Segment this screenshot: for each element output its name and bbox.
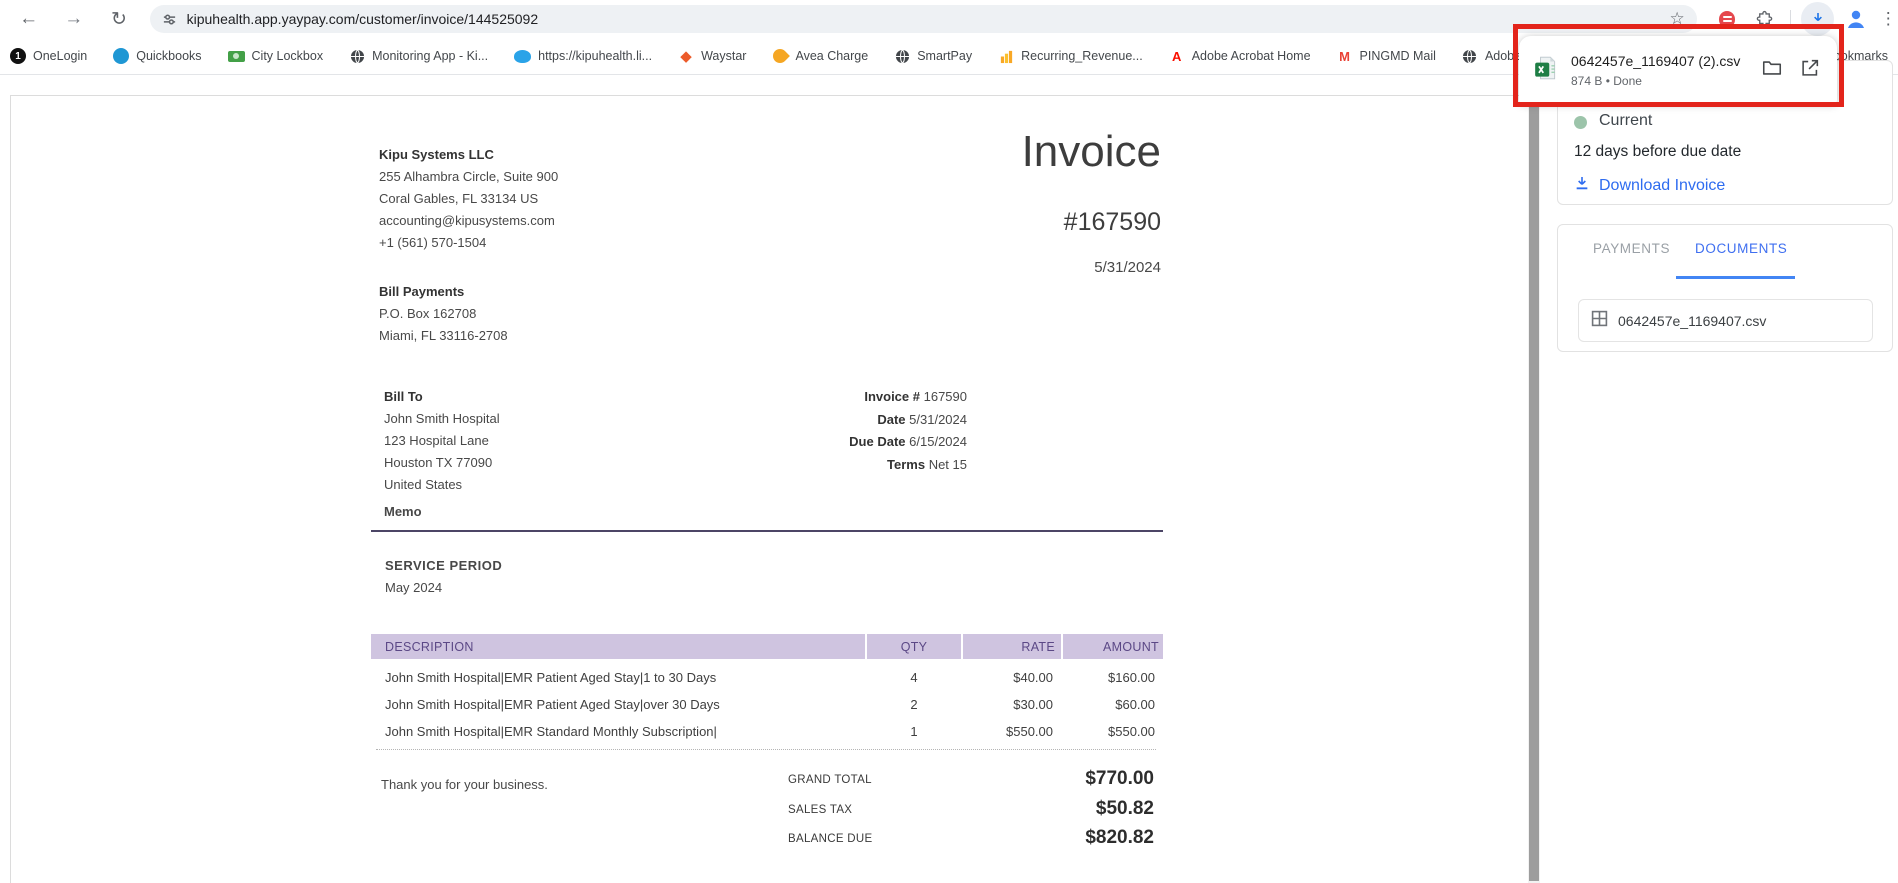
download-notification-popup: 0642457e_1169407 (2).csv 874 B • Done bbox=[1519, 36, 1837, 104]
column-header-rate: RATE bbox=[963, 634, 1061, 659]
payments-documents-card: PAYMENTS DOCUMENTS 0642457e_1169407.csv bbox=[1557, 224, 1893, 352]
browser-menu-icon[interactable]: ⋮ bbox=[1879, 9, 1897, 28]
bookmark-star-icon[interactable]: ☆ bbox=[1669, 9, 1685, 28]
onelogin-icon: 1 bbox=[10, 48, 26, 64]
back-button[interactable]: ← bbox=[19, 8, 39, 29]
status-dot-icon bbox=[1574, 116, 1587, 129]
csv-excel-file-icon bbox=[1533, 55, 1559, 86]
bookmark-pingmd-mail[interactable]: M PINGMD Mail bbox=[1337, 48, 1436, 64]
toolbar-separator bbox=[1790, 10, 1792, 28]
active-tab-indicator bbox=[1676, 276, 1795, 279]
downloads-button[interactable] bbox=[1801, 2, 1835, 36]
url-text: kipuhealth.app.yaypay.com/customer/invoi… bbox=[186, 11, 539, 27]
show-in-folder-icon[interactable] bbox=[1761, 57, 1783, 84]
extension-icon[interactable] bbox=[1718, 10, 1736, 28]
bookmark-onelogin[interactable]: 1 OneLogin bbox=[10, 48, 87, 64]
remit-line: Miami, FL 33116-2708 bbox=[379, 328, 508, 343]
meta-row: Invoice # 167590 bbox=[864, 389, 967, 404]
download-file-meta: 874 B • Done bbox=[1571, 73, 1642, 88]
company-address-block: Kipu Systems LLC 255 Alhambra Circle, Su… bbox=[379, 144, 558, 254]
bill-to-line: United States bbox=[384, 477, 463, 492]
company-name: Kipu Systems LLC bbox=[379, 147, 494, 162]
globe-icon bbox=[894, 48, 910, 64]
tab-documents[interactable]: DOCUMENTS bbox=[1695, 241, 1788, 256]
column-header-description: DESCRIPTION bbox=[371, 634, 865, 659]
bookmark-smartpay[interactable]: SmartPay bbox=[894, 48, 972, 64]
vertical-scrollbar[interactable] bbox=[1528, 95, 1540, 883]
downloaded-file-name[interactable]: 0642457e_1169407 (2).csv bbox=[1571, 52, 1741, 69]
remit-title: Bill Payments bbox=[379, 284, 465, 299]
company-phone: +1 (561) 570-1504 bbox=[379, 235, 487, 250]
document-list-item[interactable]: 0642457e_1169407.csv bbox=[1578, 299, 1873, 342]
table-header-row: DESCRIPTION QTY RATE AMOUNT bbox=[371, 634, 1163, 659]
download-invoice-link[interactable]: Download Invoice bbox=[1574, 175, 1725, 196]
bookmark-monitoring-app[interactable]: Monitoring App - Ki... bbox=[349, 48, 488, 64]
reload-button[interactable]: ↻ bbox=[111, 8, 127, 30]
company-address-line: 255 Alhambra Circle, Suite 900 bbox=[379, 169, 559, 184]
bookmark-city-lockbox[interactable]: City Lockbox bbox=[227, 49, 323, 63]
bookmark-kipuhealth-link[interactable]: https://kipuhealth.li... bbox=[514, 49, 652, 63]
column-header-amount: AMOUNT bbox=[1063, 634, 1163, 659]
section-divider bbox=[371, 530, 1163, 532]
site-info-icon[interactable] bbox=[162, 12, 177, 27]
meta-row: Terms Net 15 bbox=[887, 456, 967, 472]
diamond-icon: ◆ bbox=[680, 48, 692, 65]
company-email: accounting@kipusystems.com bbox=[379, 213, 555, 228]
gmail-icon: M bbox=[1339, 48, 1350, 64]
open-in-new-icon[interactable] bbox=[1799, 57, 1821, 84]
adobe-icon: A bbox=[1168, 48, 1185, 64]
service-period-value: May 2024 bbox=[385, 580, 443, 595]
table-row: John Smith Hospital|EMR Standard Monthly… bbox=[385, 724, 1155, 739]
table-row: John Smith Hospital|EMR Patient Aged Sta… bbox=[385, 670, 1155, 685]
extensions-puzzle-icon[interactable] bbox=[1755, 10, 1774, 29]
invoice-number: #167590 bbox=[1063, 208, 1161, 236]
bill-to-line: 123 Hospital Lane bbox=[384, 433, 489, 448]
spreadsheet-grid-icon bbox=[1591, 310, 1608, 332]
table-row: John Smith Hospital|EMR Patient Aged Sta… bbox=[385, 697, 1155, 712]
bill-to-line: John Smith Hospital bbox=[384, 411, 500, 426]
bookmark-waystar[interactable]: ◆ Waystar bbox=[678, 48, 746, 65]
bar-chart-icon bbox=[998, 48, 1014, 64]
meta-row: Date 5/31/2024 bbox=[877, 411, 967, 427]
company-address-line: Coral Gables, FL 33134 US bbox=[379, 191, 539, 206]
bookmark-quickbooks[interactable]: Quickbooks bbox=[113, 48, 202, 64]
leaf-icon bbox=[770, 46, 791, 66]
browser-toolbar: ← → ↻ kipuhealth.app.yaypay.com/customer… bbox=[0, 0, 1898, 38]
bookmark-recurring-revenue[interactable]: Recurring_Revenue... bbox=[998, 48, 1143, 64]
invoice-title: Invoice bbox=[1021, 127, 1161, 176]
bill-to-title: Bill To bbox=[384, 389, 423, 404]
status-subtext: 12 days before due date bbox=[1574, 143, 1742, 160]
column-header-qty: QTY bbox=[867, 634, 961, 659]
document-file-name: 0642457e_1169407.csv bbox=[1618, 312, 1767, 329]
quickbooks-icon bbox=[113, 48, 130, 64]
invoice-document: Kipu Systems LLC 255 Alhambra Circle, Su… bbox=[10, 95, 1528, 883]
scrollbar-thumb[interactable] bbox=[1529, 97, 1539, 881]
footer-note: Thank you for your business. bbox=[381, 777, 548, 792]
invoice-meta-block: Invoice # 167590 Date 5/31/2024 Due Date… bbox=[611, 386, 967, 476]
bill-to-block: Bill To John Smith Hospital 123 Hospital… bbox=[384, 386, 500, 496]
banknote-icon bbox=[227, 50, 245, 62]
download-icon bbox=[1574, 175, 1590, 196]
bookmark-avea-charge[interactable]: Avea Charge bbox=[770, 46, 868, 66]
forward-button[interactable]: → bbox=[64, 8, 84, 29]
address-bar[interactable]: kipuhealth.app.yaypay.com/customer/invoi… bbox=[149, 5, 1697, 33]
invoice-date: 5/31/2024 bbox=[1094, 259, 1161, 276]
meta-row: Due Date 6/15/2024 bbox=[849, 434, 967, 449]
memo-label: Memo bbox=[384, 504, 422, 519]
bill-to-line: Houston TX 77090 bbox=[384, 455, 493, 470]
cloud-icon bbox=[514, 49, 532, 63]
line-items-table: DESCRIPTION QTY RATE AMOUNT John Smith H… bbox=[371, 634, 1163, 740]
globe-icon bbox=[349, 48, 365, 64]
remit-line: P.O. Box 162708 bbox=[379, 306, 477, 321]
bookmark-adobe-acrobat-home[interactable]: A Adobe Acrobat Home bbox=[1168, 48, 1311, 64]
tab-payments[interactable]: PAYMENTS bbox=[1593, 241, 1671, 256]
status-label: Current bbox=[1599, 112, 1653, 129]
globe-icon bbox=[1462, 48, 1478, 64]
totals-divider bbox=[376, 749, 1156, 750]
service-period-label: SERVICE PERIOD bbox=[385, 558, 503, 573]
profile-avatar[interactable] bbox=[1844, 7, 1868, 31]
remit-address-block: Bill Payments P.O. Box 162708 Miami, FL … bbox=[379, 281, 508, 347]
